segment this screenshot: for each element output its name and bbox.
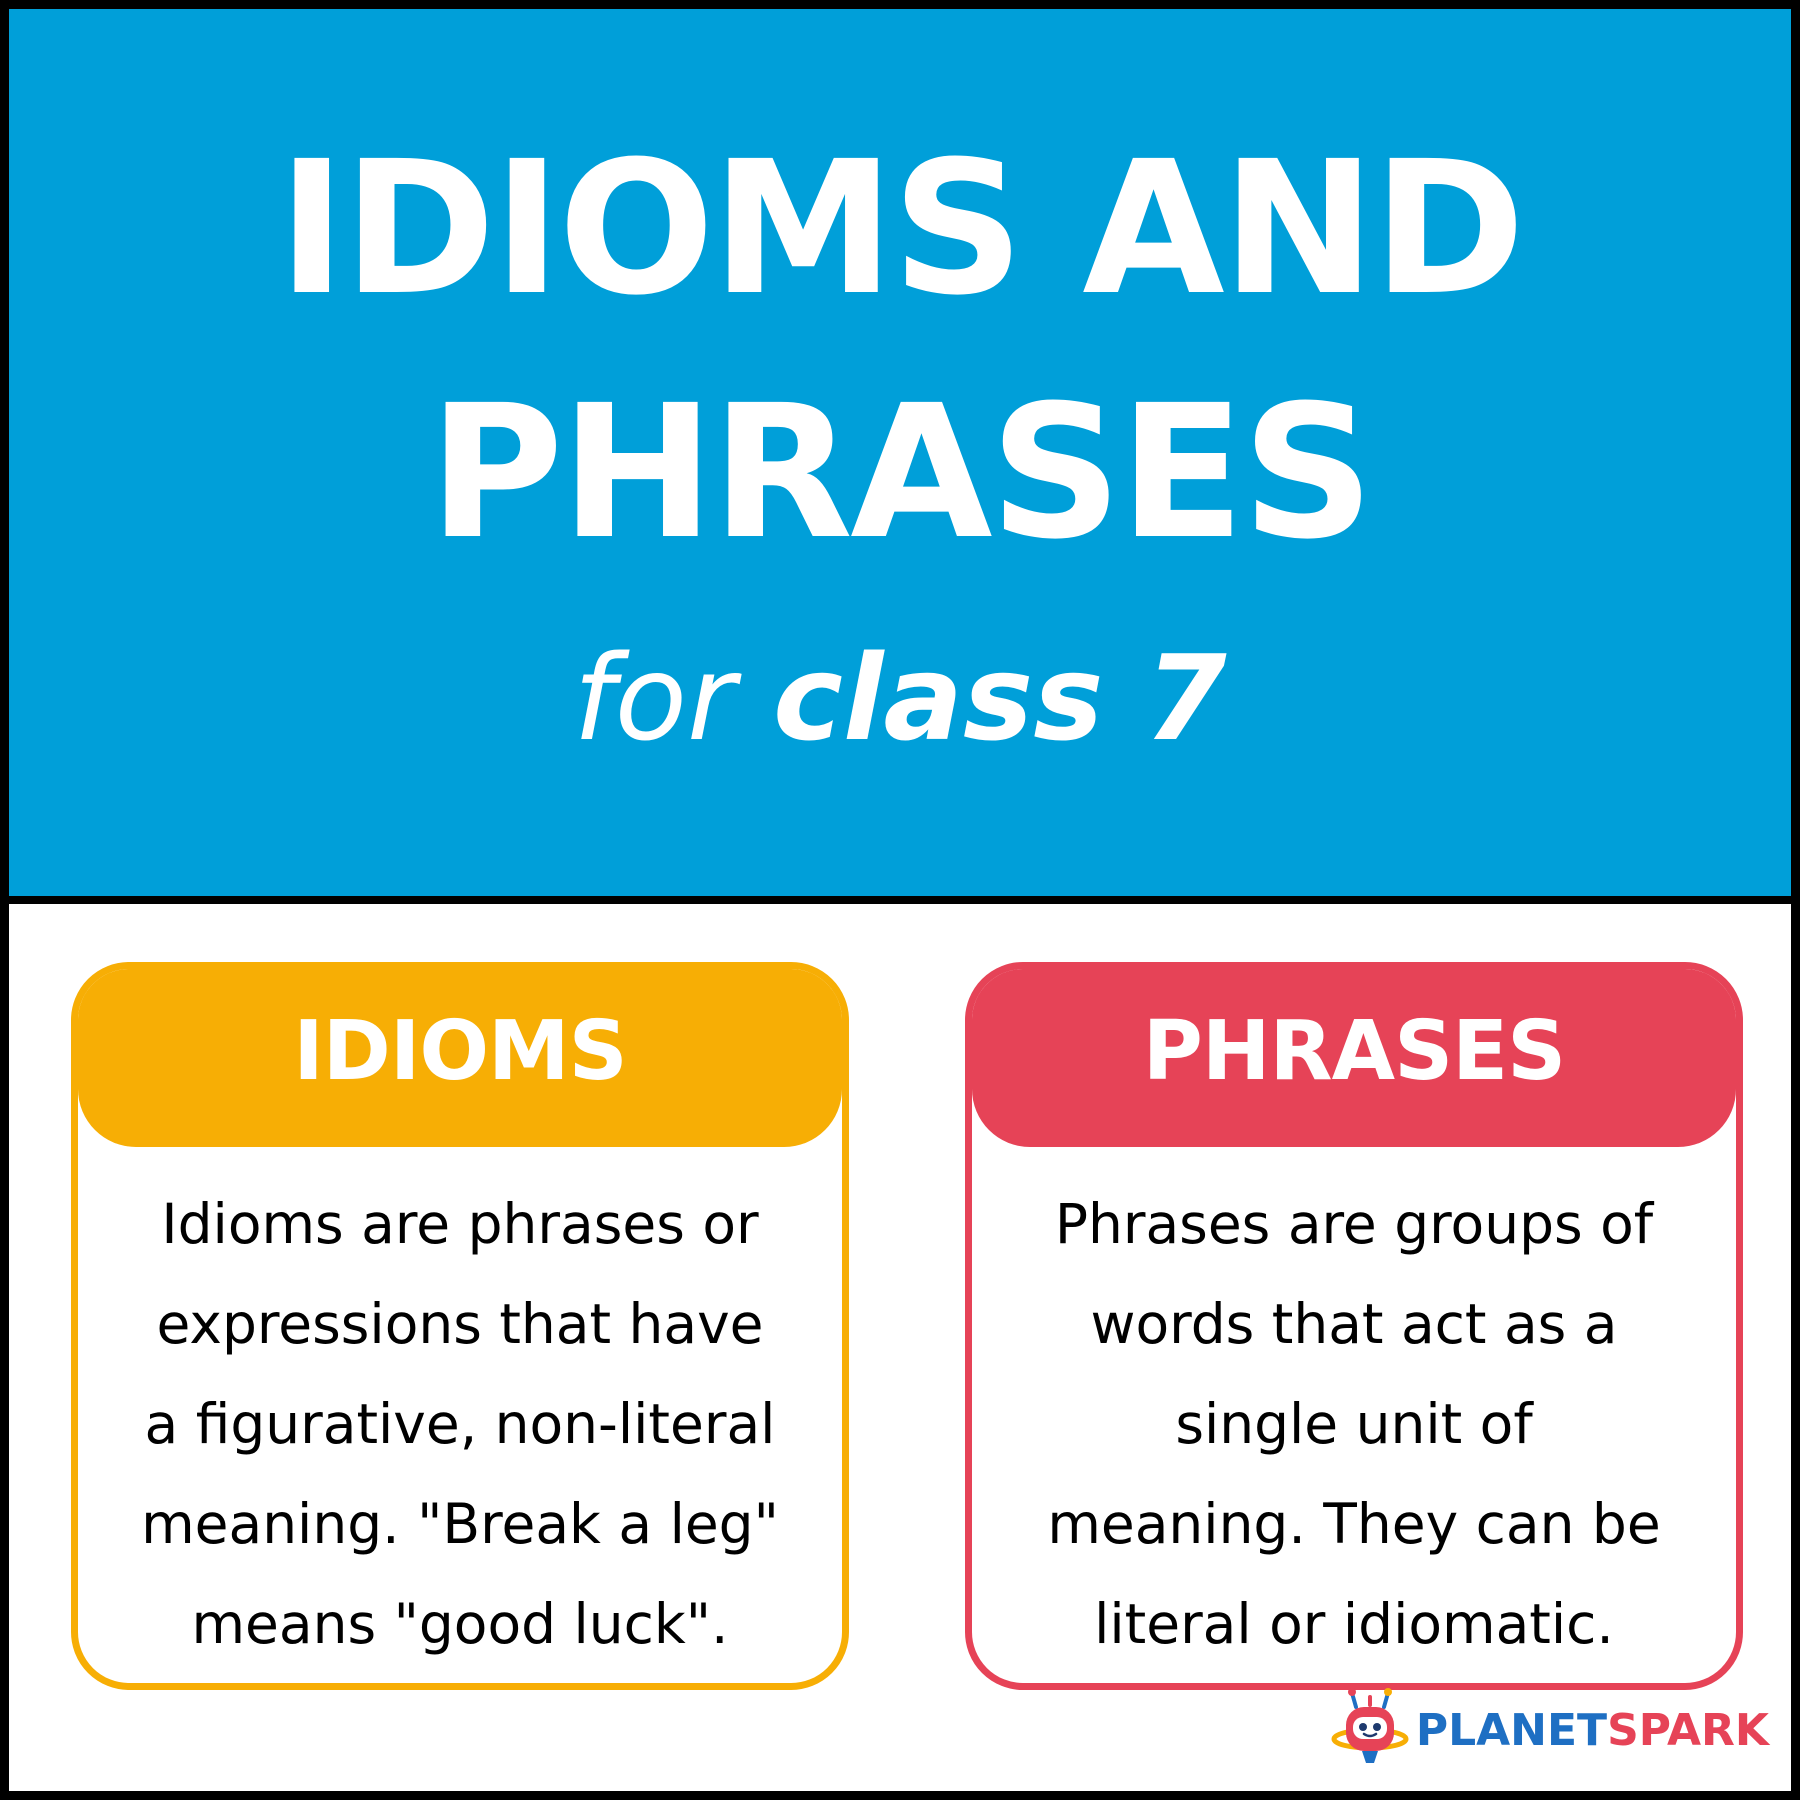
phrases-card-title: PHRASES: [1142, 1004, 1566, 1099]
robot-logo-icon: [1331, 1688, 1409, 1763]
subtitle: for class 7: [9, 639, 1791, 757]
phrases-line-5: literal or idiomatic.: [1094, 1592, 1614, 1656]
subtitle-emphasis: class 7: [773, 629, 1227, 767]
header-banner: IDIOMS AND PHRASES for class 7: [9, 9, 1791, 904]
brand-name-part-1: PLANET: [1415, 1704, 1608, 1756]
phrases-card-header: PHRASES: [972, 969, 1736, 1147]
idioms-card-header: IDIOMS: [78, 969, 842, 1147]
idioms-line-1: Idioms are phrases or: [161, 1192, 759, 1256]
idioms-line-2: expressions that have: [156, 1292, 764, 1356]
idioms-card-body: Idioms are phrases or expressions that h…: [102, 1174, 818, 1674]
idioms-line-3: a figurative, non-literal: [144, 1392, 776, 1456]
brand-name: PLANETSPARK: [1416, 1705, 1769, 1756]
phrases-card-body: Phrases are groups of words that act as …: [996, 1174, 1712, 1674]
brand-name-part-2: SPARK: [1607, 1704, 1769, 1756]
phrases-line-4: meaning. They can be: [1047, 1492, 1661, 1556]
idioms-card: IDIOMS Idioms are phrases or expressions…: [71, 962, 849, 1690]
title-line-1: IDIOMS AND: [277, 122, 1526, 336]
phrases-line-2: words that act as a: [1090, 1292, 1618, 1356]
subtitle-prefix: for: [573, 629, 736, 767]
phrases-line-1: Phrases are groups of: [1054, 1192, 1654, 1256]
brand-logo: PLANETSPARK: [1330, 1687, 1769, 1773]
title-line-2: PHRASES: [428, 366, 1375, 580]
phrases-card: PHRASES Phrases are groups of words that…: [965, 962, 1743, 1690]
phrases-line-3: single unit of: [1175, 1392, 1533, 1456]
idioms-card-title: IDIOMS: [293, 1004, 627, 1099]
idioms-line-4: meaning. "Break a leg": [141, 1492, 779, 1556]
idioms-line-5: means "good luck".: [191, 1592, 729, 1656]
